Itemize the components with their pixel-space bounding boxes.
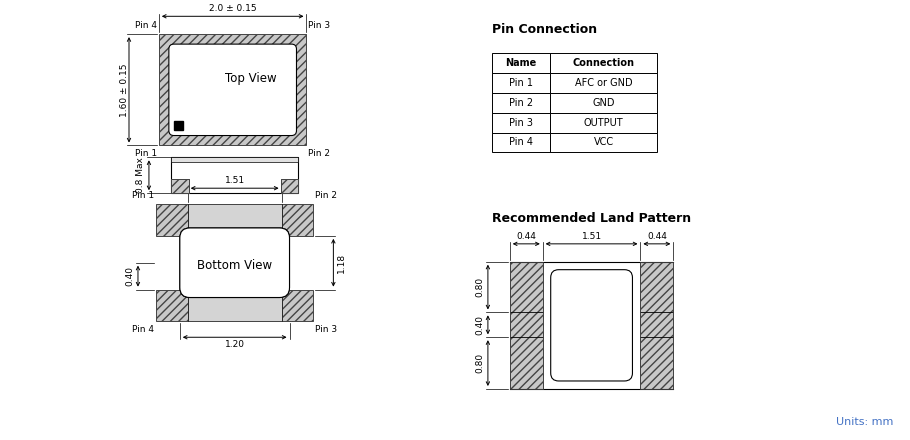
- Text: 1.60 ± 0.15: 1.60 ± 0.15: [119, 63, 128, 117]
- Text: Pin 2: Pin 2: [509, 98, 533, 108]
- Bar: [641, 262, 673, 389]
- Text: Top View: Top View: [225, 72, 277, 85]
- Text: Pin 1: Pin 1: [135, 150, 157, 158]
- Text: Pin 3: Pin 3: [316, 325, 338, 334]
- Text: Recommended Land Pattern: Recommended Land Pattern: [492, 212, 691, 225]
- Text: 0.44: 0.44: [516, 232, 536, 241]
- Bar: [171, 158, 298, 193]
- Text: Pin 1: Pin 1: [132, 191, 154, 200]
- Bar: [280, 179, 298, 193]
- FancyBboxPatch shape: [180, 228, 289, 297]
- Bar: [171, 158, 298, 162]
- Bar: [492, 53, 550, 73]
- Text: 0.40: 0.40: [475, 315, 484, 335]
- Bar: [492, 93, 550, 113]
- Text: 0.80: 0.80: [475, 277, 484, 297]
- Text: AFC or GND: AFC or GND: [575, 78, 632, 88]
- Text: Pin 4: Pin 4: [135, 21, 157, 30]
- Text: Pin 1: Pin 1: [509, 78, 532, 88]
- Text: 2.0 ± 0.15: 2.0 ± 0.15: [209, 4, 257, 13]
- Bar: [156, 290, 187, 321]
- Text: 0.44: 0.44: [647, 232, 667, 241]
- Bar: [492, 73, 550, 93]
- Bar: [280, 179, 298, 193]
- Text: GND: GND: [592, 98, 615, 108]
- FancyBboxPatch shape: [169, 44, 297, 136]
- Bar: [281, 290, 313, 321]
- Bar: [510, 262, 542, 389]
- Text: Pin 2: Pin 2: [316, 191, 338, 200]
- Text: OUTPUT: OUTPUT: [583, 117, 623, 128]
- Bar: [159, 34, 307, 146]
- Text: Units: mm: Units: mm: [836, 417, 894, 427]
- Text: 1.18: 1.18: [338, 253, 347, 273]
- Text: 0.40: 0.40: [125, 266, 134, 286]
- Bar: [510, 262, 542, 389]
- Bar: [187, 290, 281, 321]
- Text: Pin 2: Pin 2: [308, 150, 330, 158]
- FancyBboxPatch shape: [551, 270, 632, 381]
- Bar: [492, 132, 550, 152]
- Text: Bottom View: Bottom View: [197, 259, 272, 271]
- Text: Connection: Connection: [572, 58, 634, 68]
- Bar: [641, 262, 673, 389]
- Text: Pin 4: Pin 4: [132, 325, 154, 334]
- Text: VCC: VCC: [593, 137, 613, 147]
- Bar: [550, 53, 657, 73]
- FancyBboxPatch shape: [180, 228, 289, 297]
- Text: 0.8 Max: 0.8 Max: [136, 158, 145, 193]
- Text: 0.80: 0.80: [475, 353, 484, 373]
- Bar: [171, 179, 188, 193]
- Text: Name: Name: [505, 58, 536, 68]
- Text: Pin Connection: Pin Connection: [492, 23, 597, 36]
- Text: Pin 4: Pin 4: [509, 137, 532, 147]
- Text: 1.51: 1.51: [581, 232, 602, 241]
- Bar: [550, 73, 657, 93]
- Bar: [550, 93, 657, 113]
- Bar: [187, 204, 281, 236]
- Text: Pin 3: Pin 3: [308, 21, 330, 30]
- Bar: [550, 132, 657, 152]
- Bar: [550, 113, 657, 132]
- Bar: [492, 113, 550, 132]
- Bar: [156, 204, 187, 236]
- Text: 1.20: 1.20: [225, 340, 245, 349]
- Bar: [281, 204, 313, 236]
- Text: 1.51: 1.51: [225, 176, 245, 185]
- Bar: [187, 236, 281, 290]
- Bar: [171, 179, 188, 193]
- Text: Pin 3: Pin 3: [509, 117, 532, 128]
- Bar: [174, 121, 183, 129]
